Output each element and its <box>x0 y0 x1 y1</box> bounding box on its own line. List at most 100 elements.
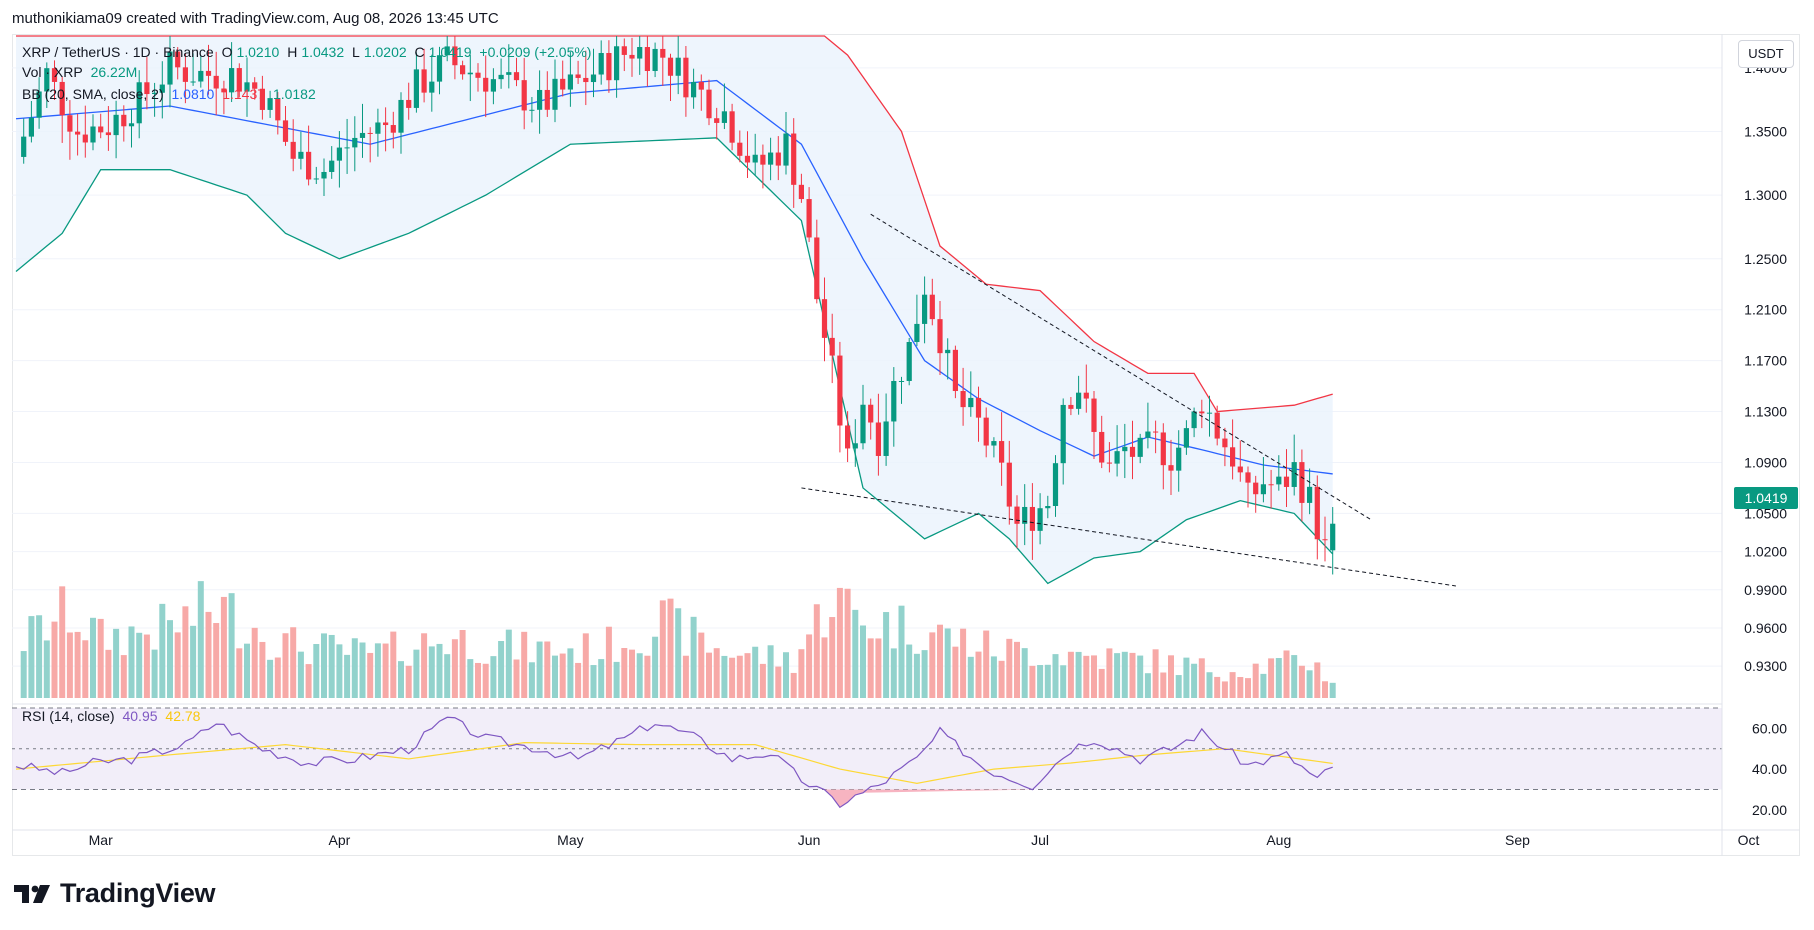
volume-bar <box>752 646 759 698</box>
volume-bar <box>1314 662 1321 698</box>
candle-body <box>1137 437 1143 457</box>
candle-body <box>490 79 496 92</box>
candle-body <box>375 122 381 134</box>
rsi-tick-label: 20.00 <box>1752 802 1787 818</box>
candle-body <box>1160 432 1166 466</box>
candle-body <box>621 46 627 55</box>
tradingview-logo[interactable]: TradingView <box>14 878 216 909</box>
tradingview-logo-text: TradingView <box>60 878 216 908</box>
price-tick-label: 1.2100 <box>1744 302 1787 318</box>
candle-body <box>914 323 920 343</box>
candle-body <box>436 55 443 82</box>
rsi-line <box>15 716 1333 809</box>
candle-body <box>167 51 173 85</box>
candle-body <box>1153 431 1159 433</box>
bb-lower-value: 1.0182 <box>272 86 316 102</box>
candle-body <box>1299 462 1305 503</box>
candle-body <box>244 82 250 92</box>
candle-body <box>644 47 650 72</box>
price-tick-label: 1.0200 <box>1744 544 1787 560</box>
candle-body <box>1260 484 1266 495</box>
candle-body <box>768 152 774 165</box>
volume-bar <box>1021 648 1028 698</box>
candle-body <box>1006 462 1012 507</box>
candle-body <box>737 142 743 156</box>
close-label: C <box>414 44 425 60</box>
candle-body <box>98 126 104 133</box>
candle-body <box>675 57 681 76</box>
candle-body <box>390 125 396 133</box>
candle-body <box>714 118 720 123</box>
candle-body <box>906 342 912 381</box>
volume-bar <box>567 648 574 698</box>
currency-unit-button[interactable]: USDT <box>1738 40 1794 68</box>
candle-body <box>59 81 65 116</box>
rsi-ma-value: 42.78 <box>165 708 201 724</box>
volume-bar <box>328 634 335 698</box>
volume-bar <box>829 617 836 698</box>
volume-bar <box>536 641 543 698</box>
candle-body <box>837 355 843 426</box>
candle-body <box>229 68 235 93</box>
volume-bar <box>813 604 820 698</box>
candle-body <box>383 122 389 126</box>
volume-bar <box>590 665 597 698</box>
candle-body <box>752 154 758 163</box>
candle-body <box>829 337 835 356</box>
volume-bar <box>1098 668 1105 698</box>
volume-bar <box>359 642 366 698</box>
volume-bar <box>690 616 697 698</box>
volume-bar <box>36 615 43 698</box>
volume-bar <box>398 661 404 698</box>
candle-body <box>336 147 342 161</box>
volume-bar <box>790 672 797 698</box>
volume-bar <box>952 646 959 698</box>
volume-bar <box>1329 682 1336 698</box>
volume-bar <box>921 650 928 698</box>
dashed-trendline <box>801 487 1456 587</box>
candle-body <box>1076 392 1082 409</box>
candle-body <box>875 422 881 456</box>
candle-body <box>75 131 81 135</box>
volume-bar <box>652 636 659 698</box>
bb-upper-line <box>16 35 1333 413</box>
candle-body <box>537 89 543 110</box>
volume-bar <box>297 651 304 698</box>
price-tick-label: 1.1300 <box>1744 404 1787 420</box>
volume-bar <box>128 626 135 698</box>
candle-body <box>267 98 273 110</box>
volume-bar <box>875 638 882 698</box>
volume-bar <box>1291 655 1298 698</box>
volume-bar <box>136 632 143 698</box>
volume-value: 26.22M <box>90 64 138 80</box>
volume-bar <box>1060 665 1067 698</box>
candle-body <box>467 72 473 75</box>
candle-body <box>1183 428 1189 448</box>
candle-body <box>421 69 427 93</box>
candle-body <box>1083 392 1089 399</box>
volume-bar <box>544 641 551 698</box>
volume-bar <box>582 633 589 698</box>
volume-bar <box>475 662 481 698</box>
volume-bar <box>482 663 489 698</box>
volume-bar <box>898 605 905 698</box>
volume-bar <box>1037 665 1044 698</box>
volume-bar <box>28 616 35 698</box>
volume-bar <box>1221 681 1228 698</box>
candle-body <box>90 126 96 143</box>
bb-upper-value: 1.1437 <box>222 86 266 102</box>
candle-body <box>1199 411 1205 414</box>
volume-bar <box>1183 657 1190 698</box>
volume-bar <box>305 664 312 698</box>
candle-body <box>444 46 450 56</box>
candle-body <box>1145 431 1151 438</box>
candle-body <box>259 88 265 110</box>
candle-body <box>352 137 358 148</box>
volume-bar <box>621 648 628 698</box>
candle-body <box>960 391 966 408</box>
volume-bar <box>1106 648 1113 698</box>
candle-body <box>21 136 27 157</box>
volume-bar <box>274 657 281 698</box>
